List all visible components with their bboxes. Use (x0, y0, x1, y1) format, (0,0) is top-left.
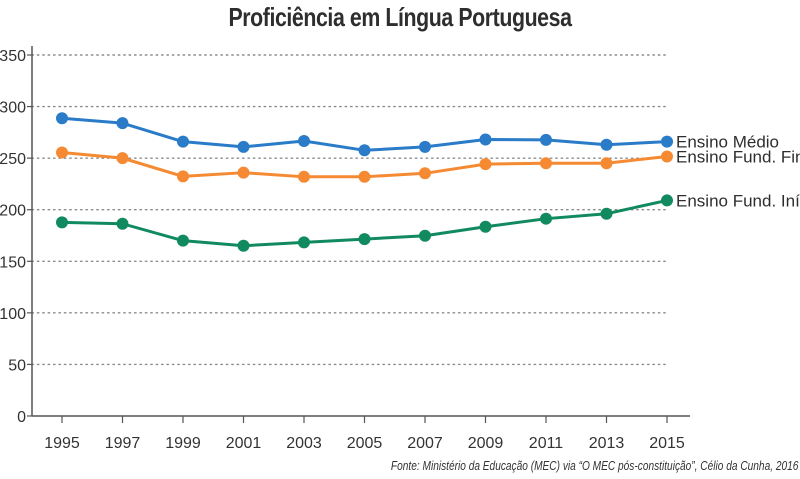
series-2 (56, 194, 673, 252)
x-tick-label: 2009 (468, 435, 504, 452)
data-point (419, 229, 431, 242)
data-point (56, 112, 68, 125)
y-tick-label: 200 (0, 203, 26, 220)
data-point (177, 234, 189, 247)
data-point (540, 133, 552, 146)
x-tick-label: 2011 (529, 435, 564, 452)
data-point (237, 239, 250, 252)
y-tick-label: 0 (17, 409, 26, 426)
data-point (56, 146, 68, 159)
data-point (298, 236, 310, 249)
data-point (540, 157, 552, 170)
gridlines (31, 54, 669, 366)
series (56, 112, 673, 252)
data-point (358, 170, 371, 183)
source-note: Fonte: Ministério da Educação (MEC) via … (390, 458, 798, 473)
data-point (358, 144, 371, 157)
data-point (116, 117, 129, 130)
data-point (600, 207, 613, 220)
axes (27, 46, 690, 423)
data-point (358, 233, 371, 246)
series-0 (56, 112, 673, 157)
labels: 0 50 100 150 200 250 300 350 1995 1997 1999 2001 200… (0, 48, 800, 452)
data-point (600, 138, 613, 151)
data-point (540, 212, 552, 225)
x-tick-label: 2007 (407, 435, 443, 452)
y-tick-label: 100 (0, 306, 26, 323)
y-tick-label: 350 (0, 48, 26, 65)
x-tick-label: 1995 (44, 435, 80, 452)
y-tick-label: 150 (0, 254, 26, 271)
data-point (116, 152, 129, 165)
data-point (298, 170, 310, 183)
data-point (661, 150, 673, 163)
data-point (479, 158, 492, 171)
y-tick-label: 50 (8, 357, 26, 374)
x-tick-label: 2015 (649, 435, 685, 452)
series-1 (56, 146, 673, 183)
y-tick-label: 300 (0, 100, 26, 117)
data-point (298, 135, 310, 148)
data-point (237, 166, 250, 179)
x-tick-label: 2005 (347, 435, 383, 452)
data-point (56, 216, 68, 229)
data-point (419, 140, 431, 153)
series-label: Ensino Fund. Início (676, 191, 800, 210)
data-point (479, 220, 492, 233)
x-tick-label: 1999 (165, 435, 201, 452)
data-point (600, 157, 613, 170)
data-point (237, 140, 250, 153)
y-tick-label: 250 (0, 151, 26, 168)
data-point (177, 170, 189, 183)
x-tick-label: 2003 (286, 435, 322, 452)
x-tick-label: 1997 (105, 435, 141, 452)
x-tick-label: 2001 (226, 435, 262, 452)
data-point (116, 217, 129, 230)
data-point (661, 194, 673, 207)
data-point (479, 133, 492, 146)
series-label: Ensino Médio (676, 133, 779, 152)
chart-title: Proficiência em Língua Portuguesa (228, 2, 572, 32)
data-point (661, 135, 673, 148)
x-tick-label: 2013 (589, 435, 625, 452)
data-point (419, 167, 431, 180)
series-label: Ensino Fund. Final (676, 147, 800, 166)
data-point (177, 135, 189, 148)
